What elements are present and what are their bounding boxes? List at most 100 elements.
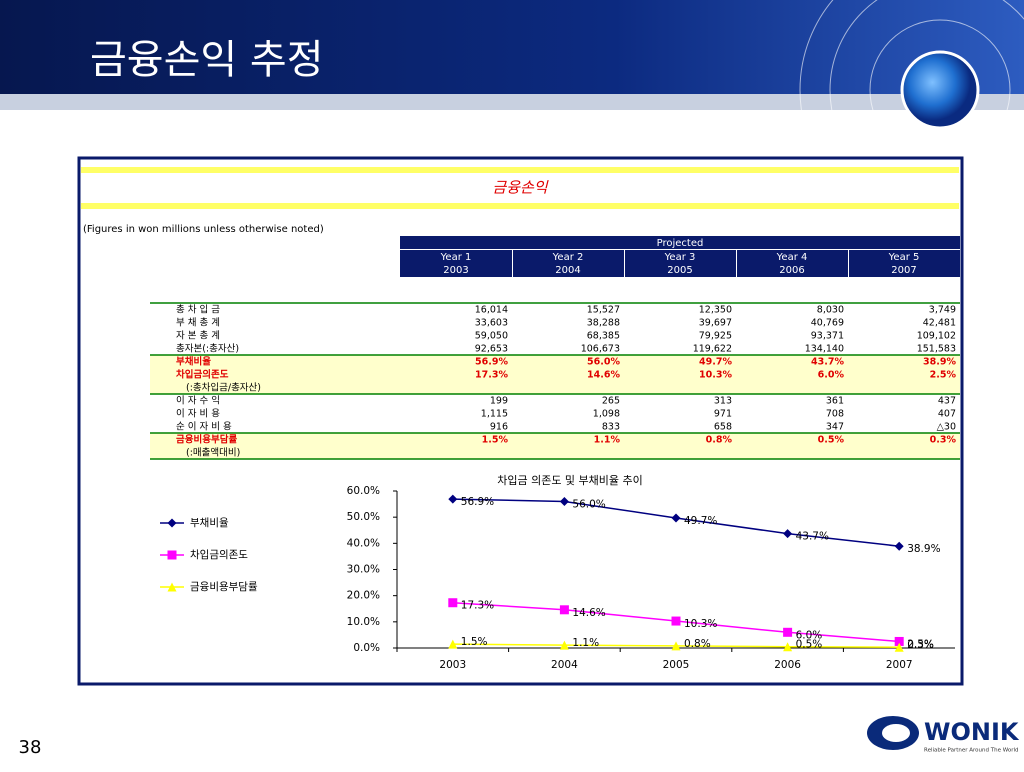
row-label: 순 이 자 비 용 <box>176 422 232 433</box>
value-label: 0.3% <box>907 639 934 651</box>
x-tick-label: 2004 <box>551 659 578 671</box>
logo-name: WONIK <box>924 718 1020 746</box>
row-label: 총자본(:총자산) <box>176 344 239 355</box>
cell: 265 <box>602 396 620 407</box>
cell: 38,288 <box>587 318 620 329</box>
marker <box>559 496 569 506</box>
row-label: 금융비용부담률 <box>176 434 237 446</box>
marker <box>559 640 569 650</box>
cell: 109,102 <box>917 331 956 342</box>
y-tick-label: 30.0% <box>347 564 380 576</box>
marker <box>448 494 458 504</box>
year-label: Year 3 <box>664 252 696 263</box>
year-header <box>737 250 848 277</box>
cell: 14.6% <box>587 370 620 381</box>
year-date: 2006 <box>779 265 804 276</box>
cell: △30 <box>937 422 956 433</box>
cell: 708 <box>826 409 844 420</box>
cell: 151,583 <box>917 344 956 355</box>
cell: 119,622 <box>693 344 732 355</box>
cell: 15,527 <box>587 305 620 316</box>
logo-mark <box>882 724 910 742</box>
year-header <box>625 250 736 277</box>
cell: 38.9% <box>923 357 956 368</box>
cell: 16,014 <box>475 305 508 316</box>
year-label: Year 4 <box>776 252 808 263</box>
value-label: 0.5% <box>796 639 823 651</box>
row-label: 이 자 비 용 <box>176 409 220 420</box>
logo-tagline: Reliable Partner Around The World <box>924 748 1019 754</box>
y-tick-label: 60.0% <box>347 485 380 497</box>
cell: 658 <box>714 422 732 433</box>
cell: 106,673 <box>581 344 620 355</box>
row-label: 부 채 총 계 <box>176 317 220 329</box>
row-note: (:매출액대비) <box>186 447 240 459</box>
highlight-band <box>150 433 960 459</box>
cell: 17.3% <box>475 370 508 381</box>
year-date: 2003 <box>443 265 468 276</box>
year-header <box>400 250 512 277</box>
chart-title: 차입금 의존도 및 부채비율 추이 <box>497 474 643 487</box>
legend-marker <box>167 550 177 560</box>
cell: 1.5% <box>482 435 509 446</box>
cell: 92,653 <box>475 344 508 355</box>
value-label: 38.9% <box>907 543 940 555</box>
legend-label: 부채비율 <box>190 517 229 529</box>
cell: 0.5% <box>818 435 845 446</box>
table-note: (Figures in won millions unless otherwis… <box>83 224 324 235</box>
cell: 56.9% <box>475 357 508 368</box>
value-label: 0.8% <box>684 638 711 650</box>
value-label: 49.7% <box>684 515 717 527</box>
cell: 916 <box>490 422 508 433</box>
row-label: 총 차 입 금 <box>176 304 220 316</box>
year-label: Year 1 <box>440 252 472 263</box>
cell: 1,115 <box>481 409 508 420</box>
marker <box>671 513 681 523</box>
legend-label: 차입금의존도 <box>190 548 248 561</box>
row-note: (:총차입금/총자산) <box>186 382 261 394</box>
cell: 93,371 <box>811 331 844 342</box>
cell: 0.3% <box>930 435 957 446</box>
marker <box>894 541 904 551</box>
cell: 361 <box>826 396 844 407</box>
cell: 8,030 <box>817 305 844 316</box>
marker <box>783 642 793 652</box>
year-header <box>513 250 624 277</box>
legend-label: 금융비용부담률 <box>190 581 258 593</box>
cell: 56.0% <box>587 357 620 368</box>
header-strip <box>0 94 1024 110</box>
value-label: 2.5% <box>907 638 934 650</box>
cell: 833 <box>602 422 620 433</box>
cell: 6.0% <box>818 370 845 381</box>
cell: 40,769 <box>811 318 844 329</box>
value-label: 43.7% <box>796 531 829 543</box>
legend-marker <box>167 518 177 528</box>
year-header <box>849 250 960 277</box>
marker <box>671 616 681 626</box>
cell: 407 <box>938 409 956 420</box>
marker <box>448 598 458 608</box>
row-label: 이 자 수 익 <box>176 395 220 407</box>
cell: 49.7% <box>699 357 732 368</box>
value-label: 56.9% <box>461 496 494 508</box>
page-number: 38 <box>19 737 42 758</box>
x-tick-label: 2007 <box>886 659 913 671</box>
year-label: Year 2 <box>552 252 584 263</box>
yellow-bar <box>81 203 959 209</box>
globe <box>900 50 980 130</box>
row-label: 부채비율 <box>176 356 211 368</box>
legend-marker <box>167 582 177 592</box>
y-tick-label: 20.0% <box>347 590 380 602</box>
value-label: 6.0% <box>796 629 823 641</box>
cell: 971 <box>714 409 732 420</box>
marker <box>783 627 793 637</box>
cell: 199 <box>490 396 508 407</box>
marker <box>671 641 681 651</box>
year-label: Year 5 <box>888 252 920 263</box>
cell: 1,098 <box>593 409 620 420</box>
year-date: 2004 <box>555 265 580 276</box>
x-tick-label: 2006 <box>774 659 801 671</box>
value-label: 1.1% <box>572 637 599 649</box>
header-band <box>0 0 1024 94</box>
